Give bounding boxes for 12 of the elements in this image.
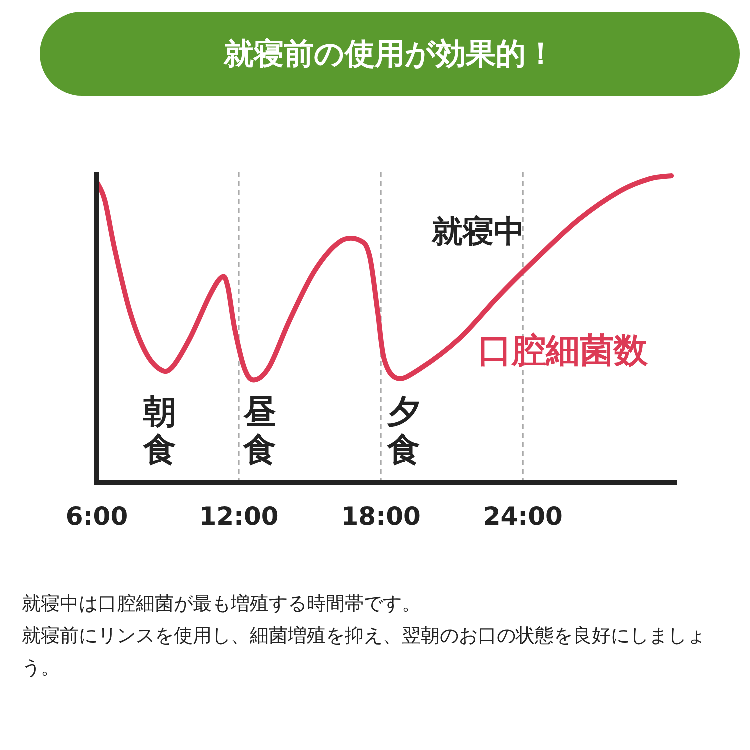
annotation: 朝食 <box>142 392 176 469</box>
x-tick-label: 18:00 <box>341 502 421 531</box>
annotation: 夕食 <box>386 392 420 469</box>
annotation: 昼食 <box>242 392 276 469</box>
x-tick-label: 6:00 <box>66 502 128 531</box>
text: 就寝中は口腔細菌が最も増殖する時間帯です。 <box>22 592 422 617</box>
x-tick-label: 12:00 <box>199 502 279 531</box>
text: 就寝前にリンスを使用し、細菌増殖を抑え、翌朝のお口の状態を良好にしましょう。 <box>22 624 707 681</box>
chart-title: 就寝前の使用が効果的！ <box>223 37 556 72</box>
x-tick-label: 24:00 <box>483 502 563 531</box>
annotation: 就寝中 <box>431 214 525 250</box>
series-label: 口腔細菌数 <box>478 331 649 371</box>
